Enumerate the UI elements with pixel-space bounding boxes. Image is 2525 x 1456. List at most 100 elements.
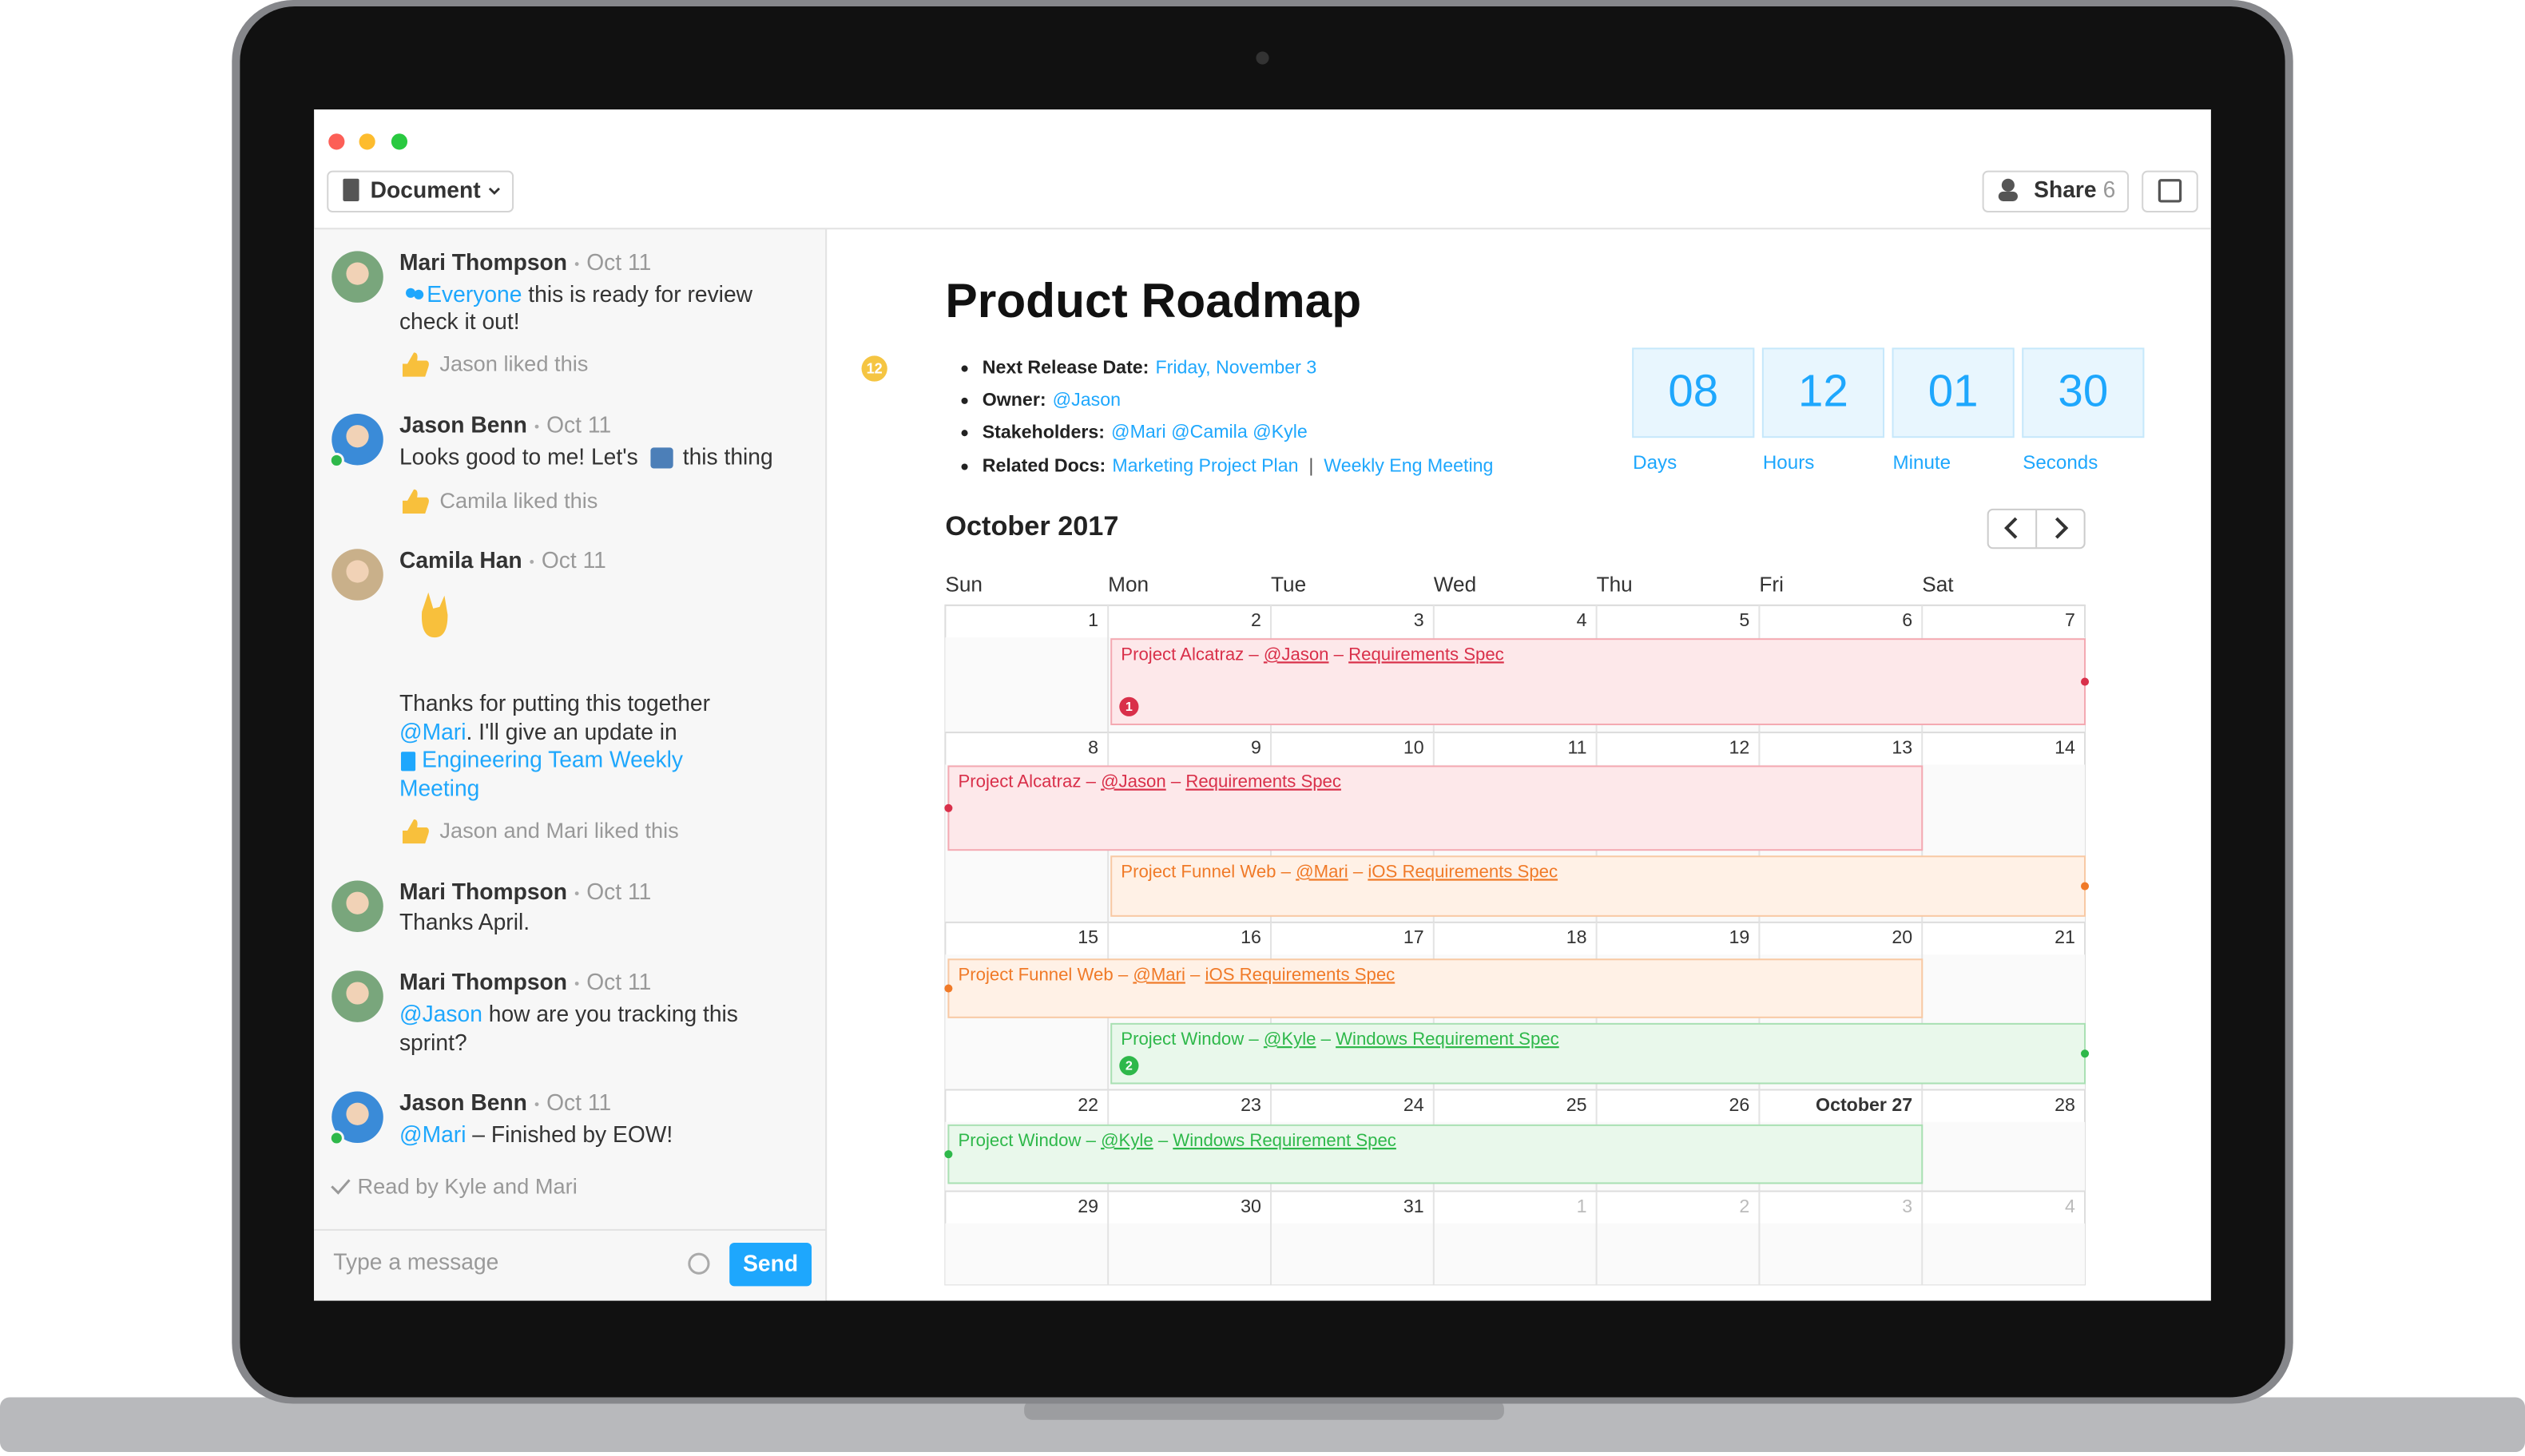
countdown-value: 08 (1668, 366, 1718, 416)
prev-month[interactable] (2004, 517, 2018, 539)
send-label[interactable]: Send (743, 1251, 798, 1276)
day-number: 5 (1739, 609, 1749, 630)
share-button-label[interactable]: Share 6 (2034, 177, 2115, 202)
countdown-box (1632, 347, 1755, 438)
text-segment: Thanks for putting this together (399, 690, 710, 716)
text-segment: – (1316, 1029, 1336, 1049)
group-icon (406, 288, 416, 298)
detail-value: Friday, November 3 (1155, 357, 1316, 378)
author: Jason Benn (399, 1089, 527, 1115)
attach-icon[interactable] (688, 1252, 710, 1275)
author: Jason Benn (399, 412, 527, 438)
day-number: 8 (1088, 736, 1098, 757)
text-segment: @Jason (399, 1001, 482, 1026)
bullet (961, 365, 968, 372)
detail-label: Stakeholders: (983, 421, 1105, 442)
day-number: 4 (2065, 1196, 2075, 1216)
event-title: Project Funnel Web – @Mari – iOS Require… (958, 964, 1395, 984)
message-input[interactable]: Type a message (333, 1249, 498, 1275)
author: Mari Thompson (399, 249, 567, 275)
text-segment: @Mari (1133, 964, 1185, 984)
message-date: Oct 11 (586, 969, 651, 994)
author: Camila Han (399, 547, 522, 573)
bullet (961, 397, 968, 404)
event-handle (944, 984, 953, 993)
day-number: 26 (1729, 1094, 1750, 1115)
separator-dot (574, 982, 579, 986)
event-title: Project Alcatraz – @Jason – Requirements… (958, 771, 1340, 791)
message-line: Everyone this is ready for review (427, 281, 752, 307)
weekday: Fri (1759, 573, 1784, 597)
weekday: Tue (1271, 573, 1306, 597)
text-segment: @Mari (399, 720, 466, 745)
share-count[interactable]: 6 (2103, 177, 2116, 202)
message-date: Oct 11 (542, 547, 606, 573)
text-segment: check it out! (399, 309, 520, 335)
text-segment: Project Funnel Web – (1121, 861, 1296, 881)
text-segment: iOS Requirements Spec (1205, 964, 1395, 984)
text-segment: Project Window – (958, 1130, 1101, 1150)
day-number: 15 (1078, 926, 1098, 947)
read-receipt: Read by Kyle and Mari (358, 1174, 578, 1199)
next-month[interactable] (2055, 517, 2069, 539)
edit-icon (2158, 179, 2182, 203)
document-title: Product Roadmap (945, 273, 1361, 327)
text-segment: – (1166, 771, 1186, 791)
event (947, 958, 1924, 1018)
close-button[interactable] (328, 133, 345, 150)
chat-panel (314, 228, 827, 1301)
countdown-label: Hours (1763, 452, 1814, 474)
text-segment: – Finished by EOW! (466, 1121, 673, 1147)
share-icon (2001, 178, 2015, 192)
share-label[interactable]: Share (2034, 177, 2096, 202)
avatar-face (346, 1102, 369, 1125)
separator-dot (534, 424, 539, 429)
text-segment: this is ready for review (522, 281, 752, 307)
send-button[interactable] (729, 1242, 812, 1287)
day-number: 21 (2055, 926, 2075, 947)
online-dot (328, 1130, 344, 1146)
event-badge (1119, 1056, 1139, 1076)
weekday: Wed (1434, 573, 1476, 597)
message-date: Oct 11 (586, 249, 651, 275)
day-number: 30 (1241, 1196, 1261, 1216)
event-title: Project Window – @Kyle – Windows Require… (1121, 1029, 1558, 1049)
share-button[interactable] (1982, 170, 2130, 213)
day-number: 18 (1566, 926, 1587, 947)
event (1110, 855, 2086, 917)
avatar-face (346, 425, 369, 448)
liked-by: Jason liked this (439, 351, 588, 376)
liked-by: Jason and Mari liked this (439, 818, 678, 843)
dropdown-caret (488, 187, 500, 195)
text-segment: – (1185, 964, 1205, 984)
read-check (331, 1179, 351, 1195)
document-button-label[interactable]: Document (371, 177, 482, 202)
text-segment: @Kyle (1264, 1029, 1316, 1049)
message-line: Looks good to me! Let's this thing (399, 444, 773, 470)
day-number: 2 (1251, 609, 1261, 630)
message-line: Thanks for putting this together (399, 690, 710, 716)
weekday: Thu (1597, 573, 1633, 597)
event (1110, 638, 2086, 725)
day-number: 12 (1729, 736, 1750, 757)
day-number: 2 (1739, 1196, 1749, 1216)
day-number: 7 (2065, 609, 2075, 630)
comment-bubble[interactable] (861, 355, 887, 382)
countdown-box (1761, 347, 1885, 438)
minimize-button[interactable] (359, 133, 375, 150)
zoom-button[interactable] (391, 133, 408, 150)
edit-button[interactable] (2142, 170, 2198, 213)
text-segment: sprint? (399, 1030, 467, 1056)
detail-label: Next Release Date: (983, 357, 1149, 378)
comment-count[interactable]: 12 (867, 360, 883, 376)
event (947, 765, 1924, 851)
detail-value: @Mari @Camila @Kyle (1111, 421, 1308, 442)
day-number: 19 (1729, 926, 1750, 947)
day-number: 25 (1566, 1094, 1587, 1115)
document-button[interactable] (327, 170, 514, 213)
day-number: October 27 (1816, 1094, 1912, 1115)
event-handle (2081, 677, 2090, 686)
avatar-face (346, 262, 369, 285)
avatar-face (346, 891, 369, 914)
